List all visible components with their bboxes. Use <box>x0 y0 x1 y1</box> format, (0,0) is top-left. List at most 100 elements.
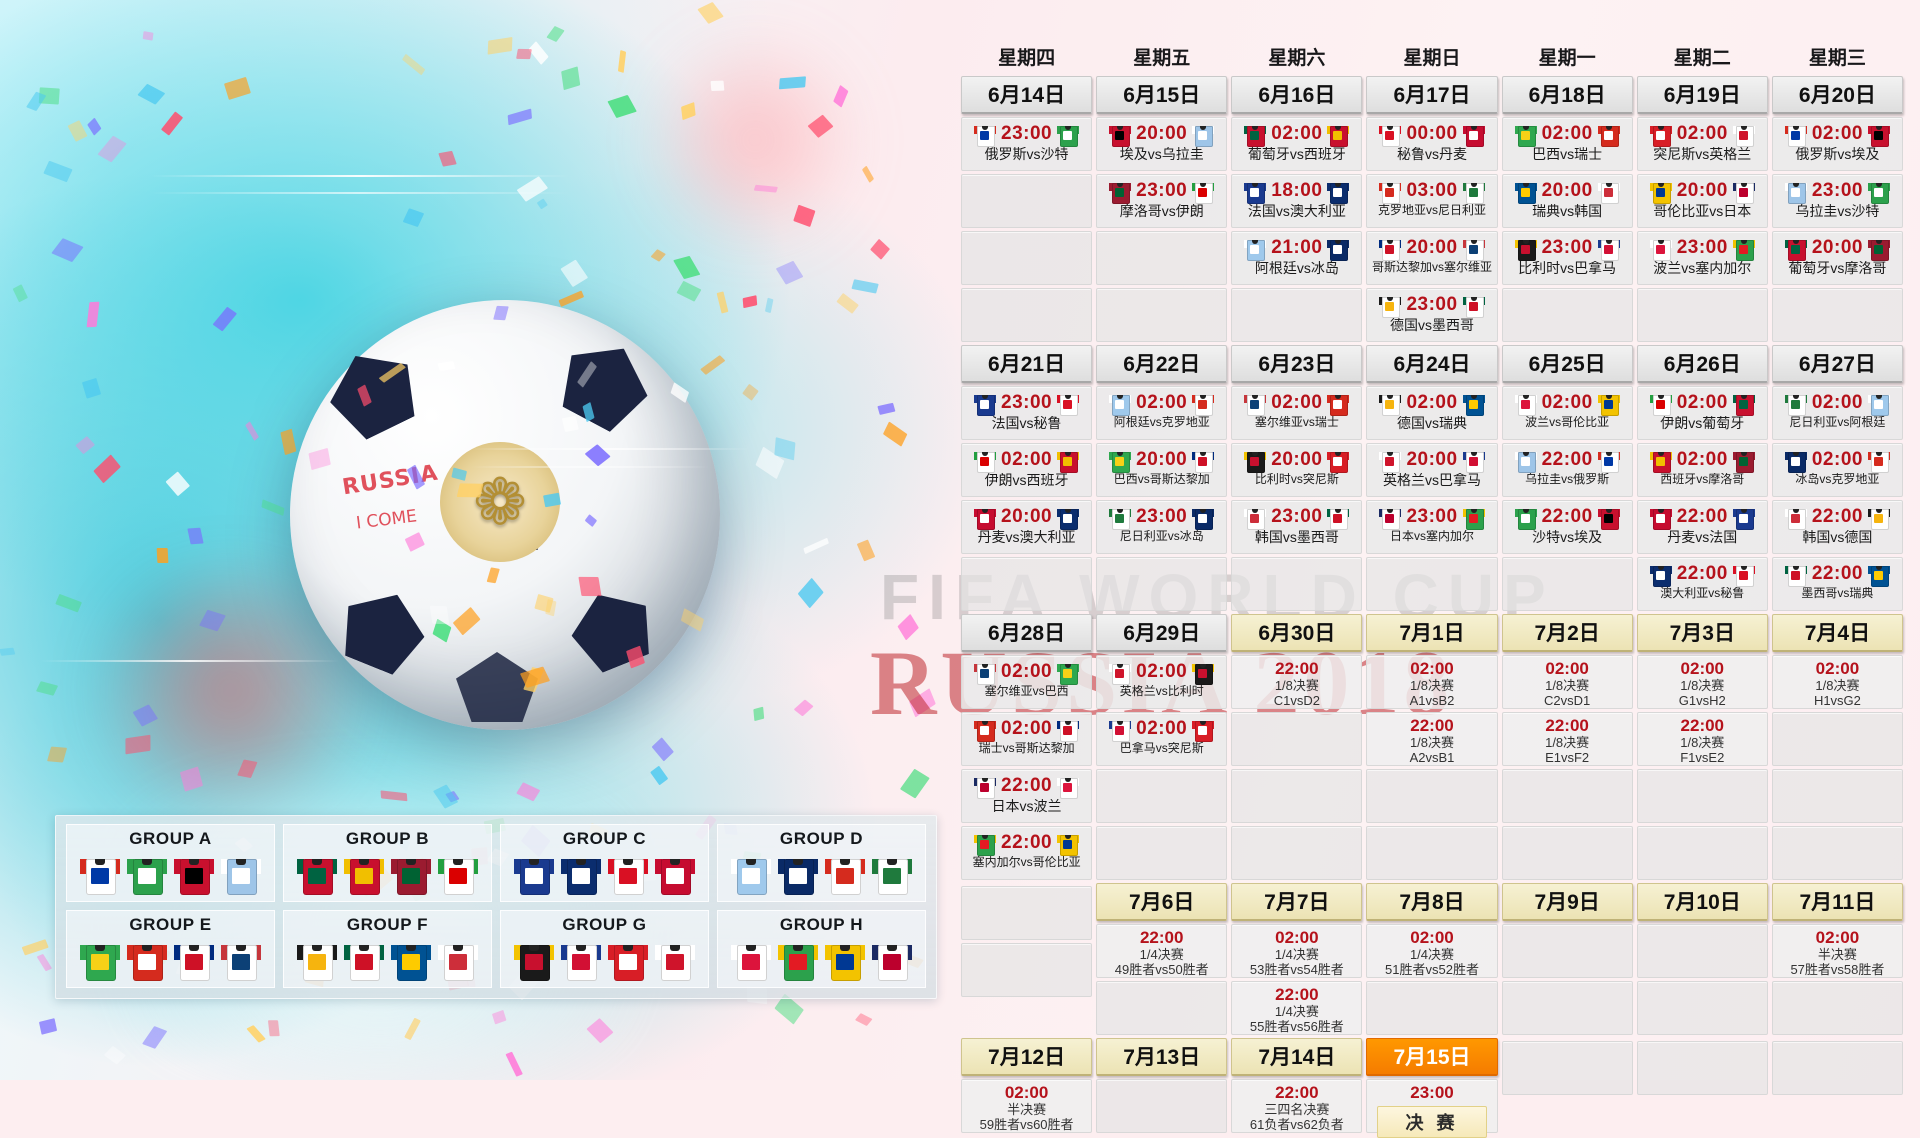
knockout-match-cell[interactable]: 22:00 1/8决赛 E1vsF2 <box>1501 712 1633 766</box>
date-header-6月15日[interactable]: 6月15日 <box>1096 76 1228 114</box>
date-header-6月18日[interactable]: 6月18日 <box>1501 76 1633 114</box>
match-cell[interactable]: 02:00 冰岛vs克罗地亚 <box>1771 443 1903 497</box>
date-header-7月3日[interactable]: 7月3日 <box>1636 614 1768 652</box>
group-box-group-b[interactable]: GROUP B <box>283 824 492 902</box>
date-header-7月11日[interactable]: 7月11日 <box>1771 883 1903 921</box>
match-cell[interactable]: 22:00 乌拉圭vs俄罗斯 <box>1501 443 1633 497</box>
date-header-6月20日[interactable]: 6月20日 <box>1771 76 1903 114</box>
group-box-group-g[interactable]: GROUP G <box>500 910 709 988</box>
match-cell[interactable]: 23:00 俄罗斯vs沙特 <box>961 117 1093 171</box>
knockout-match-cell[interactable]: 22:00 1/8决赛 A2vsB1 <box>1366 712 1498 766</box>
match-cell[interactable]: 22:00 沙特vs埃及 <box>1501 500 1633 554</box>
date-header-6月17日[interactable]: 6月17日 <box>1366 76 1498 114</box>
knockout-match-cell[interactable]: 02:00 1/4决赛 53胜者vs54胜者 <box>1231 924 1363 978</box>
date-header-6月28日[interactable]: 6月28日 <box>961 614 1093 652</box>
date-header-7月1日[interactable]: 7月1日 <box>1366 614 1498 652</box>
group-box-group-e[interactable]: GROUP E <box>66 910 275 988</box>
match-cell[interactable]: 02:00 阿根廷vs克罗地亚 <box>1096 386 1228 440</box>
match-cell[interactable]: 02:00 瑞士vs哥斯达黎加 <box>961 712 1093 766</box>
knockout-match-cell[interactable]: 02:00 1/8决赛 C2vsD1 <box>1501 655 1633 709</box>
group-box-group-f[interactable]: GROUP F <box>283 910 492 988</box>
match-cell[interactable]: 23:00 摩洛哥vs伊朗 <box>1096 174 1228 228</box>
date-header-7月13日[interactable]: 7月13日 <box>1096 1038 1228 1076</box>
knockout-match-cell[interactable]: 22:00 1/8决赛 C1vsD2 <box>1231 655 1363 709</box>
match-cell[interactable]: 00:00 秘鲁vs丹麦 <box>1366 117 1498 171</box>
match-cell[interactable]: 02:00 西班牙vs摩洛哥 <box>1636 443 1768 497</box>
match-cell[interactable]: 02:00 塞尔维亚vs巴西 <box>961 655 1093 709</box>
match-cell[interactable]: 03:00 克罗地亚vs尼日利亚 <box>1366 174 1498 228</box>
match-cell[interactable]: 22:00 墨西哥vs瑞典 <box>1771 557 1903 611</box>
match-cell[interactable]: 23:00 日本vs塞内加尔 <box>1366 500 1498 554</box>
match-cell[interactable]: 20:00 英格兰vs巴拿马 <box>1366 443 1498 497</box>
date-header-7月9日[interactable]: 7月9日 <box>1501 883 1633 921</box>
match-cell[interactable]: 20:00 哥斯达黎加vs塞尔维亚 <box>1366 231 1498 285</box>
match-cell[interactable]: 20:00 哥伦比亚vs日本 <box>1636 174 1768 228</box>
date-header-6月14日[interactable]: 6月14日 <box>961 76 1093 114</box>
date-header-6月26日[interactable]: 6月26日 <box>1636 345 1768 383</box>
date-header-6月21日[interactable]: 6月21日 <box>961 345 1093 383</box>
group-box-group-c[interactable]: GROUP C <box>500 824 709 902</box>
match-cell[interactable]: 02:00 俄罗斯vs埃及 <box>1771 117 1903 171</box>
match-cell[interactable]: 02:00 尼日利亚vs阿根廷 <box>1771 386 1903 440</box>
match-cell[interactable]: 20:00 巴西vs哥斯达黎加 <box>1096 443 1228 497</box>
date-header-7月10日[interactable]: 7月10日 <box>1636 883 1768 921</box>
match-cell[interactable]: 23:00 德国vs墨西哥 <box>1366 288 1498 342</box>
match-cell[interactable]: 20:00 比利时vs突尼斯 <box>1231 443 1363 497</box>
match-cell[interactable]: 02:00 德国vs瑞典 <box>1366 386 1498 440</box>
date-header-6月25日[interactable]: 6月25日 <box>1501 345 1633 383</box>
match-cell[interactable]: 20:00 瑞典vs韩国 <box>1501 174 1633 228</box>
date-header-6月29日[interactable]: 6月29日 <box>1096 614 1228 652</box>
match-cell[interactable]: 18:00 法国vs澳大利亚 <box>1231 174 1363 228</box>
match-cell[interactable]: 20:00 丹麦vs澳大利亚 <box>961 500 1093 554</box>
date-header-6月16日[interactable]: 6月16日 <box>1231 76 1363 114</box>
match-cell[interactable]: 02:00 波兰vs哥伦比亚 <box>1501 386 1633 440</box>
match-cell[interactable]: 23:00 韩国vs墨西哥 <box>1231 500 1363 554</box>
match-cell[interactable]: 23:00 比利时vs巴拿马 <box>1501 231 1633 285</box>
match-cell[interactable]: 02:00 英格兰vs比利时 <box>1096 655 1228 709</box>
match-cell[interactable]: 02:00 突尼斯vs英格兰 <box>1636 117 1768 171</box>
date-header-7月2日[interactable]: 7月2日 <box>1501 614 1633 652</box>
knockout-match-cell[interactable]: 22:00 三四名决赛 61负者vs62负者 <box>1231 1079 1363 1133</box>
match-cell[interactable]: 02:00 伊朗vs西班牙 <box>961 443 1093 497</box>
match-cell[interactable]: 23:00 波兰vs塞内加尔 <box>1636 231 1768 285</box>
date-header-6月23日[interactable]: 6月23日 <box>1231 345 1363 383</box>
match-cell[interactable]: 20:00 埃及vs乌拉圭 <box>1096 117 1228 171</box>
date-header-7月8日[interactable]: 7月8日 <box>1366 883 1498 921</box>
match-cell[interactable]: 22:00 塞内加尔vs哥伦比亚 <box>961 826 1093 880</box>
match-cell[interactable]: 22:00 澳大利亚vs秘鲁 <box>1636 557 1768 611</box>
match-cell[interactable]: 22:00 日本vs波兰 <box>961 769 1093 823</box>
match-cell[interactable]: 02:00 塞尔维亚vs瑞士 <box>1231 386 1363 440</box>
date-header-7月4日[interactable]: 7月4日 <box>1771 614 1903 652</box>
match-cell[interactable]: 23:00 法国vs秘鲁 <box>961 386 1093 440</box>
match-cell[interactable]: 23:00 尼日利亚vs冰岛 <box>1096 500 1228 554</box>
date-header-6月27日[interactable]: 6月27日 <box>1771 345 1903 383</box>
date-header-7月14日[interactable]: 7月14日 <box>1231 1038 1363 1076</box>
match-cell[interactable]: 23:00 乌拉圭vs沙特 <box>1771 174 1903 228</box>
match-cell[interactable]: 21:00 阿根廷vs冰岛 <box>1231 231 1363 285</box>
date-header-7月6日[interactable]: 7月6日 <box>1096 883 1228 921</box>
knockout-match-cell[interactable]: 02:00 1/8决赛 H1vsG2 <box>1771 655 1903 709</box>
knockout-match-cell[interactable]: 22:00 1/4决赛 55胜者vs56胜者 <box>1231 981 1363 1035</box>
match-cell[interactable]: 02:00 巴西vs瑞士 <box>1501 117 1633 171</box>
date-header-6月22日[interactable]: 6月22日 <box>1096 345 1228 383</box>
final-match-cell[interactable]: 23:00 决 赛 <box>1366 1079 1498 1138</box>
knockout-match-cell[interactable]: 02:00 1/4决赛 51胜者vs52胜者 <box>1366 924 1498 978</box>
date-header-6月24日[interactable]: 6月24日 <box>1366 345 1498 383</box>
match-cell[interactable]: 22:00 丹麦vs法国 <box>1636 500 1768 554</box>
date-header-6月30日[interactable]: 6月30日 <box>1231 614 1363 652</box>
date-header-7月12日[interactable]: 7月12日 <box>961 1038 1093 1076</box>
knockout-match-cell[interactable]: 02:00 半决赛 59胜者vs60胜者 <box>961 1079 1093 1133</box>
match-cell[interactable]: 20:00 葡萄牙vs摩洛哥 <box>1771 231 1903 285</box>
date-header-6月19日[interactable]: 6月19日 <box>1636 76 1768 114</box>
date-header-7月15日[interactable]: 7月15日 <box>1366 1038 1498 1076</box>
group-box-group-h[interactable]: GROUP H <box>717 910 926 988</box>
group-box-group-a[interactable]: GROUP A <box>66 824 275 902</box>
knockout-match-cell[interactable]: 02:00 半决赛 57胜者vs58胜者 <box>1771 924 1903 978</box>
knockout-match-cell[interactable]: 22:00 1/8决赛 F1vsE2 <box>1636 712 1768 766</box>
date-header-7月7日[interactable]: 7月7日 <box>1231 883 1363 921</box>
match-cell[interactable]: 02:00 巴拿马vs突尼斯 <box>1096 712 1228 766</box>
knockout-match-cell[interactable]: 02:00 1/8决赛 A1vsB2 <box>1366 655 1498 709</box>
knockout-match-cell[interactable]: 02:00 1/8决赛 G1vsH2 <box>1636 655 1768 709</box>
match-cell[interactable]: 02:00 葡萄牙vs西班牙 <box>1231 117 1363 171</box>
match-cell[interactable]: 02:00 伊朗vs葡萄牙 <box>1636 386 1768 440</box>
